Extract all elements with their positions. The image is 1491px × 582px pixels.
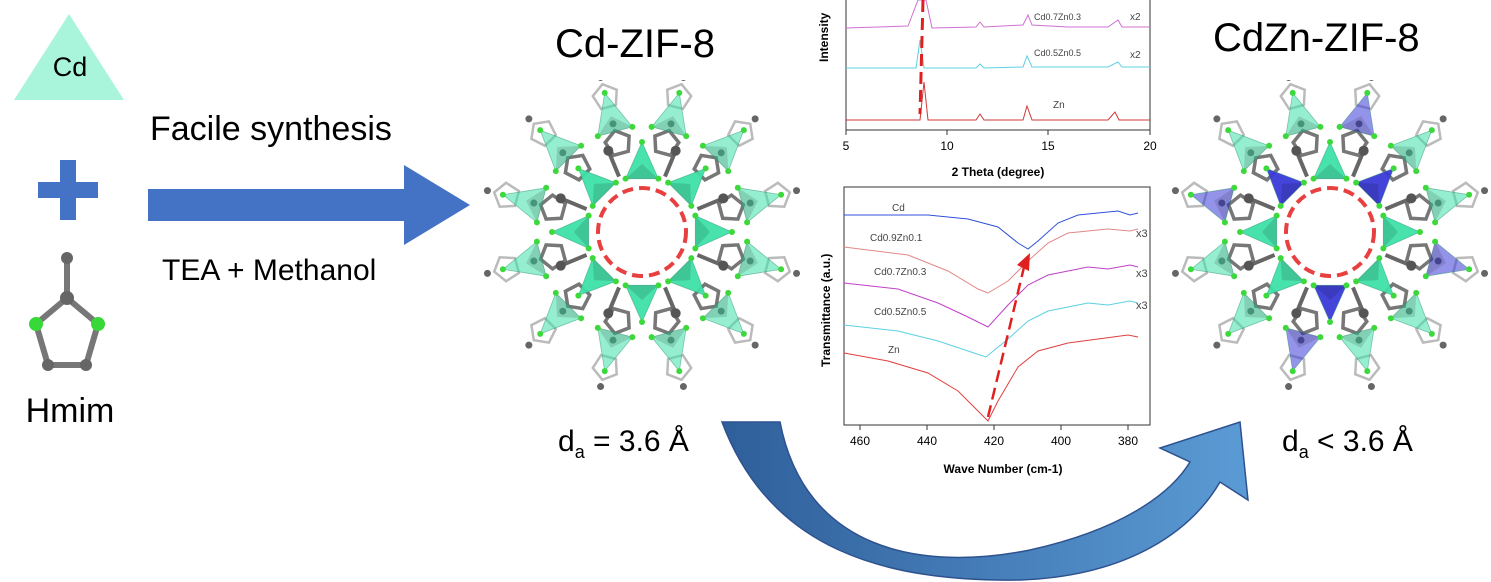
- cdzn-zif8-title: CdZn-ZIF-8: [1213, 16, 1420, 60]
- xrd-tick-label: 5: [843, 139, 850, 153]
- ftir-trace-label-3: Cd0.5Zn0.5: [874, 307, 927, 318]
- hmim-label: Hmim: [25, 392, 115, 430]
- cd-triangle-icon: [14, 14, 124, 100]
- xrd-trace-label-0: Cd0.7Zn0.3: [1034, 12, 1081, 22]
- synthesis-method-label: Facile synthesis: [150, 110, 392, 148]
- xrd-trace-label-1: Cd0.5Zn0.5: [1034, 48, 1081, 58]
- ftir-trace-zn: [843, 334, 1139, 422]
- ftir-panel: Transmittance (a.u.) 460 440 420 400 380 Cd …: [819, 186, 1151, 476]
- curved-transition-arrow: [720, 420, 1249, 581]
- ftir-trace-cd07: [843, 264, 1139, 328]
- ftir-trace-factor-2: x3: [1136, 268, 1148, 280]
- cdzn-aperture-label: da < 3.6 Å: [1282, 425, 1413, 462]
- ftir-trace-label-4: Zn: [888, 345, 900, 356]
- hmim-molecule-icon: [29, 252, 105, 371]
- xrd-trace-factor-1: x2: [1130, 50, 1141, 61]
- ftir-trace-label-2: Cd0.7Zn0.3: [874, 267, 927, 278]
- ftir-trace-label-1: Cd0.9Zn0.1: [870, 233, 923, 244]
- ftir-tick-label: 420: [984, 434, 1004, 448]
- plus-icon: [38, 160, 98, 220]
- synthesis-arrow: [148, 165, 470, 245]
- ftir-trace-factor-3: x3: [1136, 300, 1148, 312]
- xrd-trace-label-2: Zn: [1053, 100, 1065, 111]
- xrd-trace-cd07: [845, 0, 1150, 29]
- ftir-tick-label: 460: [850, 434, 870, 448]
- xrd-ylabel: Intensity: [817, 12, 831, 62]
- xrd-xlabel: 2 Theta (degree): [952, 165, 1045, 179]
- cd-aperture-label: da = 3.6 Å: [558, 425, 689, 462]
- xrd-trace-zn: [846, 81, 1150, 121]
- xrd-tick-label: 10: [940, 139, 954, 153]
- xrd-tick-label: 20: [1143, 139, 1157, 153]
- cdzn-zif8-framework: [1171, 80, 1489, 391]
- ftir-trace-cd05: [843, 300, 1139, 358]
- ftir-trace-cd: [844, 210, 1139, 250]
- xrd-trace-cd05: [846, 39, 1150, 69]
- cd-label: Cd: [52, 52, 88, 82]
- xrd-trace-factor-0: x2: [1130, 12, 1141, 23]
- cd-zif8-title: Cd-ZIF-8: [555, 22, 715, 66]
- xrd-panel: Intensity 5 10 15 20 Cd0.7Zn0.3 x2 Cd0.5Zn0…: [817, 0, 1157, 179]
- cd-zif8-framework: [483, 80, 801, 391]
- ftir-tick-label: 440: [917, 434, 937, 448]
- synthesis-conditions-label: TEA + Methanol: [162, 254, 377, 287]
- ftir-xlabel: Wave Number (cm-1): [944, 462, 1063, 476]
- ftir-trace-factor-1: x3: [1136, 228, 1148, 240]
- ftir-tick-label: 400: [1051, 434, 1071, 448]
- ftir-ylabel: Transmittance (a.u.): [819, 254, 833, 367]
- ftir-tick-label: 380: [1118, 434, 1138, 448]
- ftir-trace-label-0: Cd: [892, 203, 905, 214]
- xrd-tick-label: 15: [1041, 139, 1055, 153]
